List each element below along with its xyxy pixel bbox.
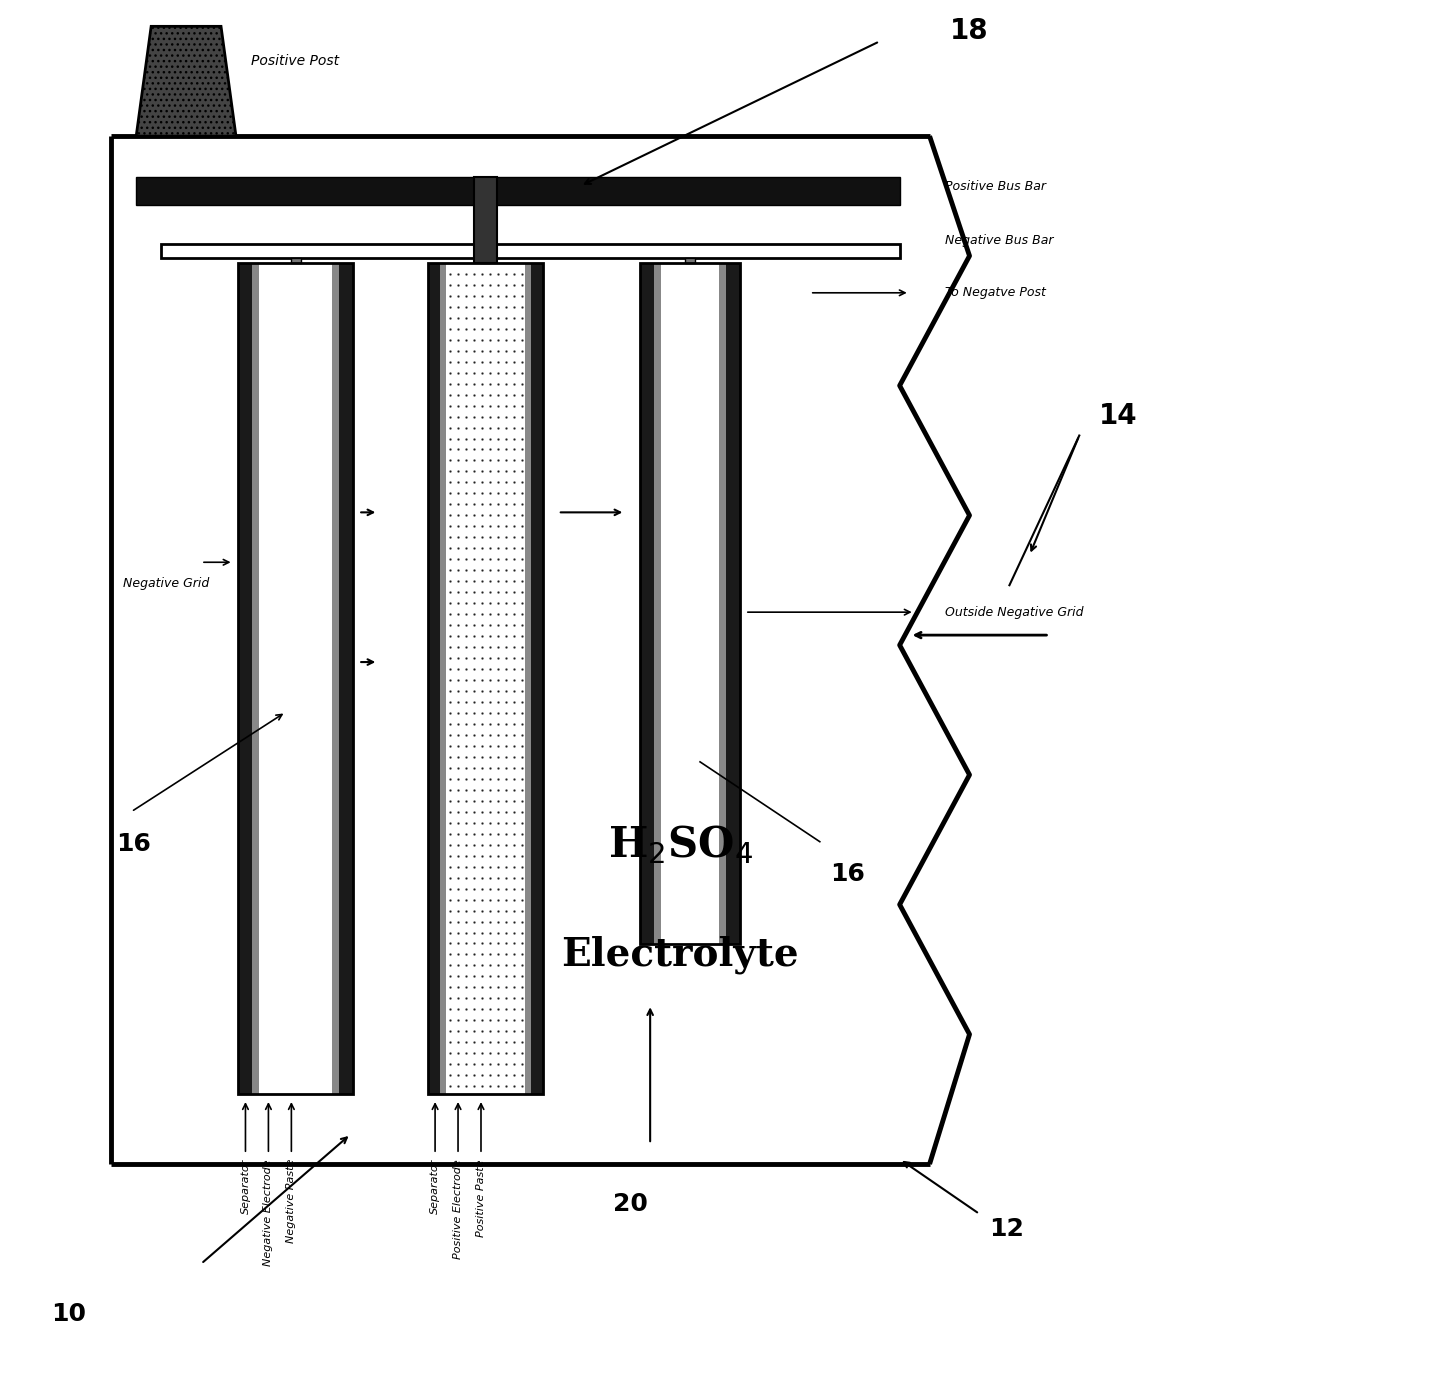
Text: 10: 10 [51,1302,87,1325]
Bar [252,263,260,1094]
Text: Positive Paste: Positive Paste [476,1159,486,1237]
Text: 12: 12 [990,1217,1024,1241]
Text: 18: 18 [949,18,988,46]
Bar [640,263,654,945]
Bar [340,263,353,1094]
Bar [428,263,543,1094]
Bar [531,263,543,1094]
Bar [654,263,662,945]
Text: Negative Grid: Negative Grid [123,578,209,590]
Bar [662,263,720,945]
Bar [161,244,900,258]
Text: 16: 16 [116,832,151,856]
Text: 16: 16 [830,861,865,885]
Text: Negative Paste: Negative Paste [286,1159,296,1244]
Text: Separator: Separator [241,1159,251,1215]
Text: Positive Electrode: Positive Electrode [453,1159,463,1259]
Bar [428,263,543,1094]
Bar [685,258,695,263]
Bar [136,177,900,205]
Bar [525,263,531,1094]
Text: Positive Post: Positive Post [251,54,340,68]
Bar [726,263,740,945]
Bar [238,263,252,1094]
Bar [238,263,353,1094]
Bar [260,263,332,1094]
Bar [480,258,490,263]
Bar [290,258,300,263]
Bar [440,263,445,1094]
Bar [112,136,930,1163]
Text: Negative Electrode: Negative Electrode [264,1159,273,1266]
Bar [640,263,740,945]
Text: H$_2$SO$_4$: H$_2$SO$_4$ [608,823,753,866]
Bar [238,263,353,1094]
Text: Electrolyte: Electrolyte [562,935,800,974]
Text: Outside Negative Grid: Outside Negative Grid [945,605,1082,619]
Polygon shape [136,26,237,136]
Bar [332,263,340,1094]
Bar [473,177,498,263]
Bar [428,263,440,1094]
Text: To Negatve Post: To Negatve Post [945,287,1045,299]
Bar [640,263,740,945]
Text: Negative Bus Bar: Negative Bus Bar [945,234,1053,248]
Bar [720,263,726,945]
Text: Separator: Separator [429,1159,440,1215]
Text: 20: 20 [612,1192,647,1216]
Text: Positive Bus Bar: Positive Bus Bar [945,180,1046,193]
Text: 14: 14 [1100,402,1138,429]
